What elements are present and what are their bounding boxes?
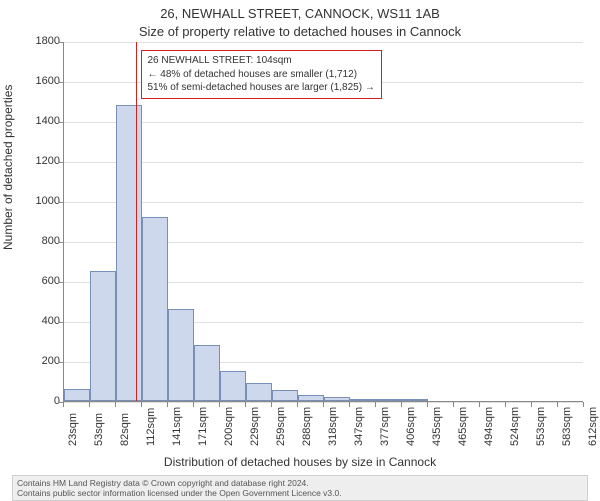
y-tick-label: 1600 [20,75,60,87]
x-tick-mark [297,402,298,407]
y-tick-mark [58,42,63,43]
y-tick-label: 0 [20,395,60,407]
x-tick-label: 465sqm [457,407,469,446]
x-tick-label: 494sqm [483,407,495,446]
x-tick-label: 612sqm [587,407,599,446]
annotation-line2: ← 48% of detached houses are smaller (1,… [148,68,375,82]
gridline [64,42,583,43]
y-tick-mark [58,282,63,283]
x-tick-mark [349,402,350,407]
x-tick-label: 112sqm [145,408,157,446]
annotation-line3: 51% of semi-detached houses are larger (… [148,81,375,95]
x-tick-mark [63,402,64,407]
x-tick-mark [89,402,90,407]
x-tick-label: 141sqm [171,407,183,446]
x-tick-label: 435sqm [431,407,443,446]
y-tick-label: 200 [20,355,60,367]
x-tick-mark [141,402,142,407]
histogram-bar [350,399,376,401]
x-tick-mark [453,402,454,407]
histogram-bar [142,217,168,401]
y-tick-label: 1400 [20,115,60,127]
x-tick-label: 200sqm [223,407,235,446]
x-tick-mark [323,402,324,407]
x-tick-label: 583sqm [561,407,573,446]
x-axis-label: Distribution of detached houses by size … [0,455,600,469]
x-tick-mark [245,402,246,407]
x-tick-label: 377sqm [379,407,391,446]
y-tick-mark [58,122,63,123]
y-tick-label: 1000 [20,195,60,207]
annotation-box: 26 NEWHALL STREET: 104sqm← 48% of detach… [141,50,382,99]
x-tick-mark [505,402,506,407]
y-tick-mark [58,362,63,363]
reference-line [136,42,137,401]
histogram-bar [64,389,90,401]
x-tick-mark [583,402,584,407]
x-tick-label: 229sqm [249,407,261,446]
y-tick-mark [58,202,63,203]
footer-line2: Contains public sector information licen… [17,488,583,498]
histogram-bar [402,399,428,401]
x-tick-label: 524sqm [509,407,521,446]
y-tick-mark [58,82,63,83]
x-tick-label: 53sqm [93,413,105,446]
x-tick-mark [531,402,532,407]
y-tick-mark [58,322,63,323]
annotation-line1: 26 NEWHALL STREET: 104sqm [148,54,375,68]
histogram-bar [90,271,116,401]
y-tick-label: 600 [20,275,60,287]
x-tick-label: 23sqm [67,413,79,446]
histogram-bar [116,105,142,401]
x-tick-label: 347sqm [353,407,365,446]
histogram-bar [168,309,194,401]
x-tick-label: 318sqm [327,407,339,446]
x-tick-mark [167,402,168,407]
chart-title-line2: Size of property relative to detached ho… [0,24,600,39]
histogram-bar [298,395,324,401]
x-tick-mark [401,402,402,407]
histogram-bar [246,383,272,401]
footer-line1: Contains HM Land Registry data © Crown c… [17,478,583,488]
y-tick-mark [58,162,63,163]
y-tick-label: 400 [20,315,60,327]
x-tick-mark [193,402,194,407]
histogram-bar [194,345,220,401]
x-tick-label: 406sqm [405,407,417,446]
y-tick-label: 1200 [20,155,60,167]
y-axis-label: Number of detached properties [1,85,15,250]
x-tick-label: 171sqm [197,407,209,446]
x-tick-label: 82sqm [119,413,131,446]
x-tick-mark [271,402,272,407]
histogram-bar [220,371,246,401]
x-tick-mark [219,402,220,407]
y-tick-mark [58,242,63,243]
y-tick-label: 800 [20,235,60,247]
x-tick-mark [375,402,376,407]
x-tick-label: 259sqm [275,407,287,446]
x-tick-mark [427,402,428,407]
x-tick-mark [479,402,480,407]
x-tick-label: 288sqm [301,407,313,446]
y-tick-label: 1800 [20,35,60,47]
histogram-bar [376,399,402,401]
x-tick-mark [557,402,558,407]
chart-title-line1: 26, NEWHALL STREET, CANNOCK, WS11 1AB [0,6,600,21]
x-tick-label: 553sqm [535,407,547,446]
histogram-bar [324,397,350,401]
x-tick-mark [115,402,116,407]
histogram-bar [272,390,298,401]
footer-attribution: Contains HM Land Registry data © Crown c… [12,475,588,501]
